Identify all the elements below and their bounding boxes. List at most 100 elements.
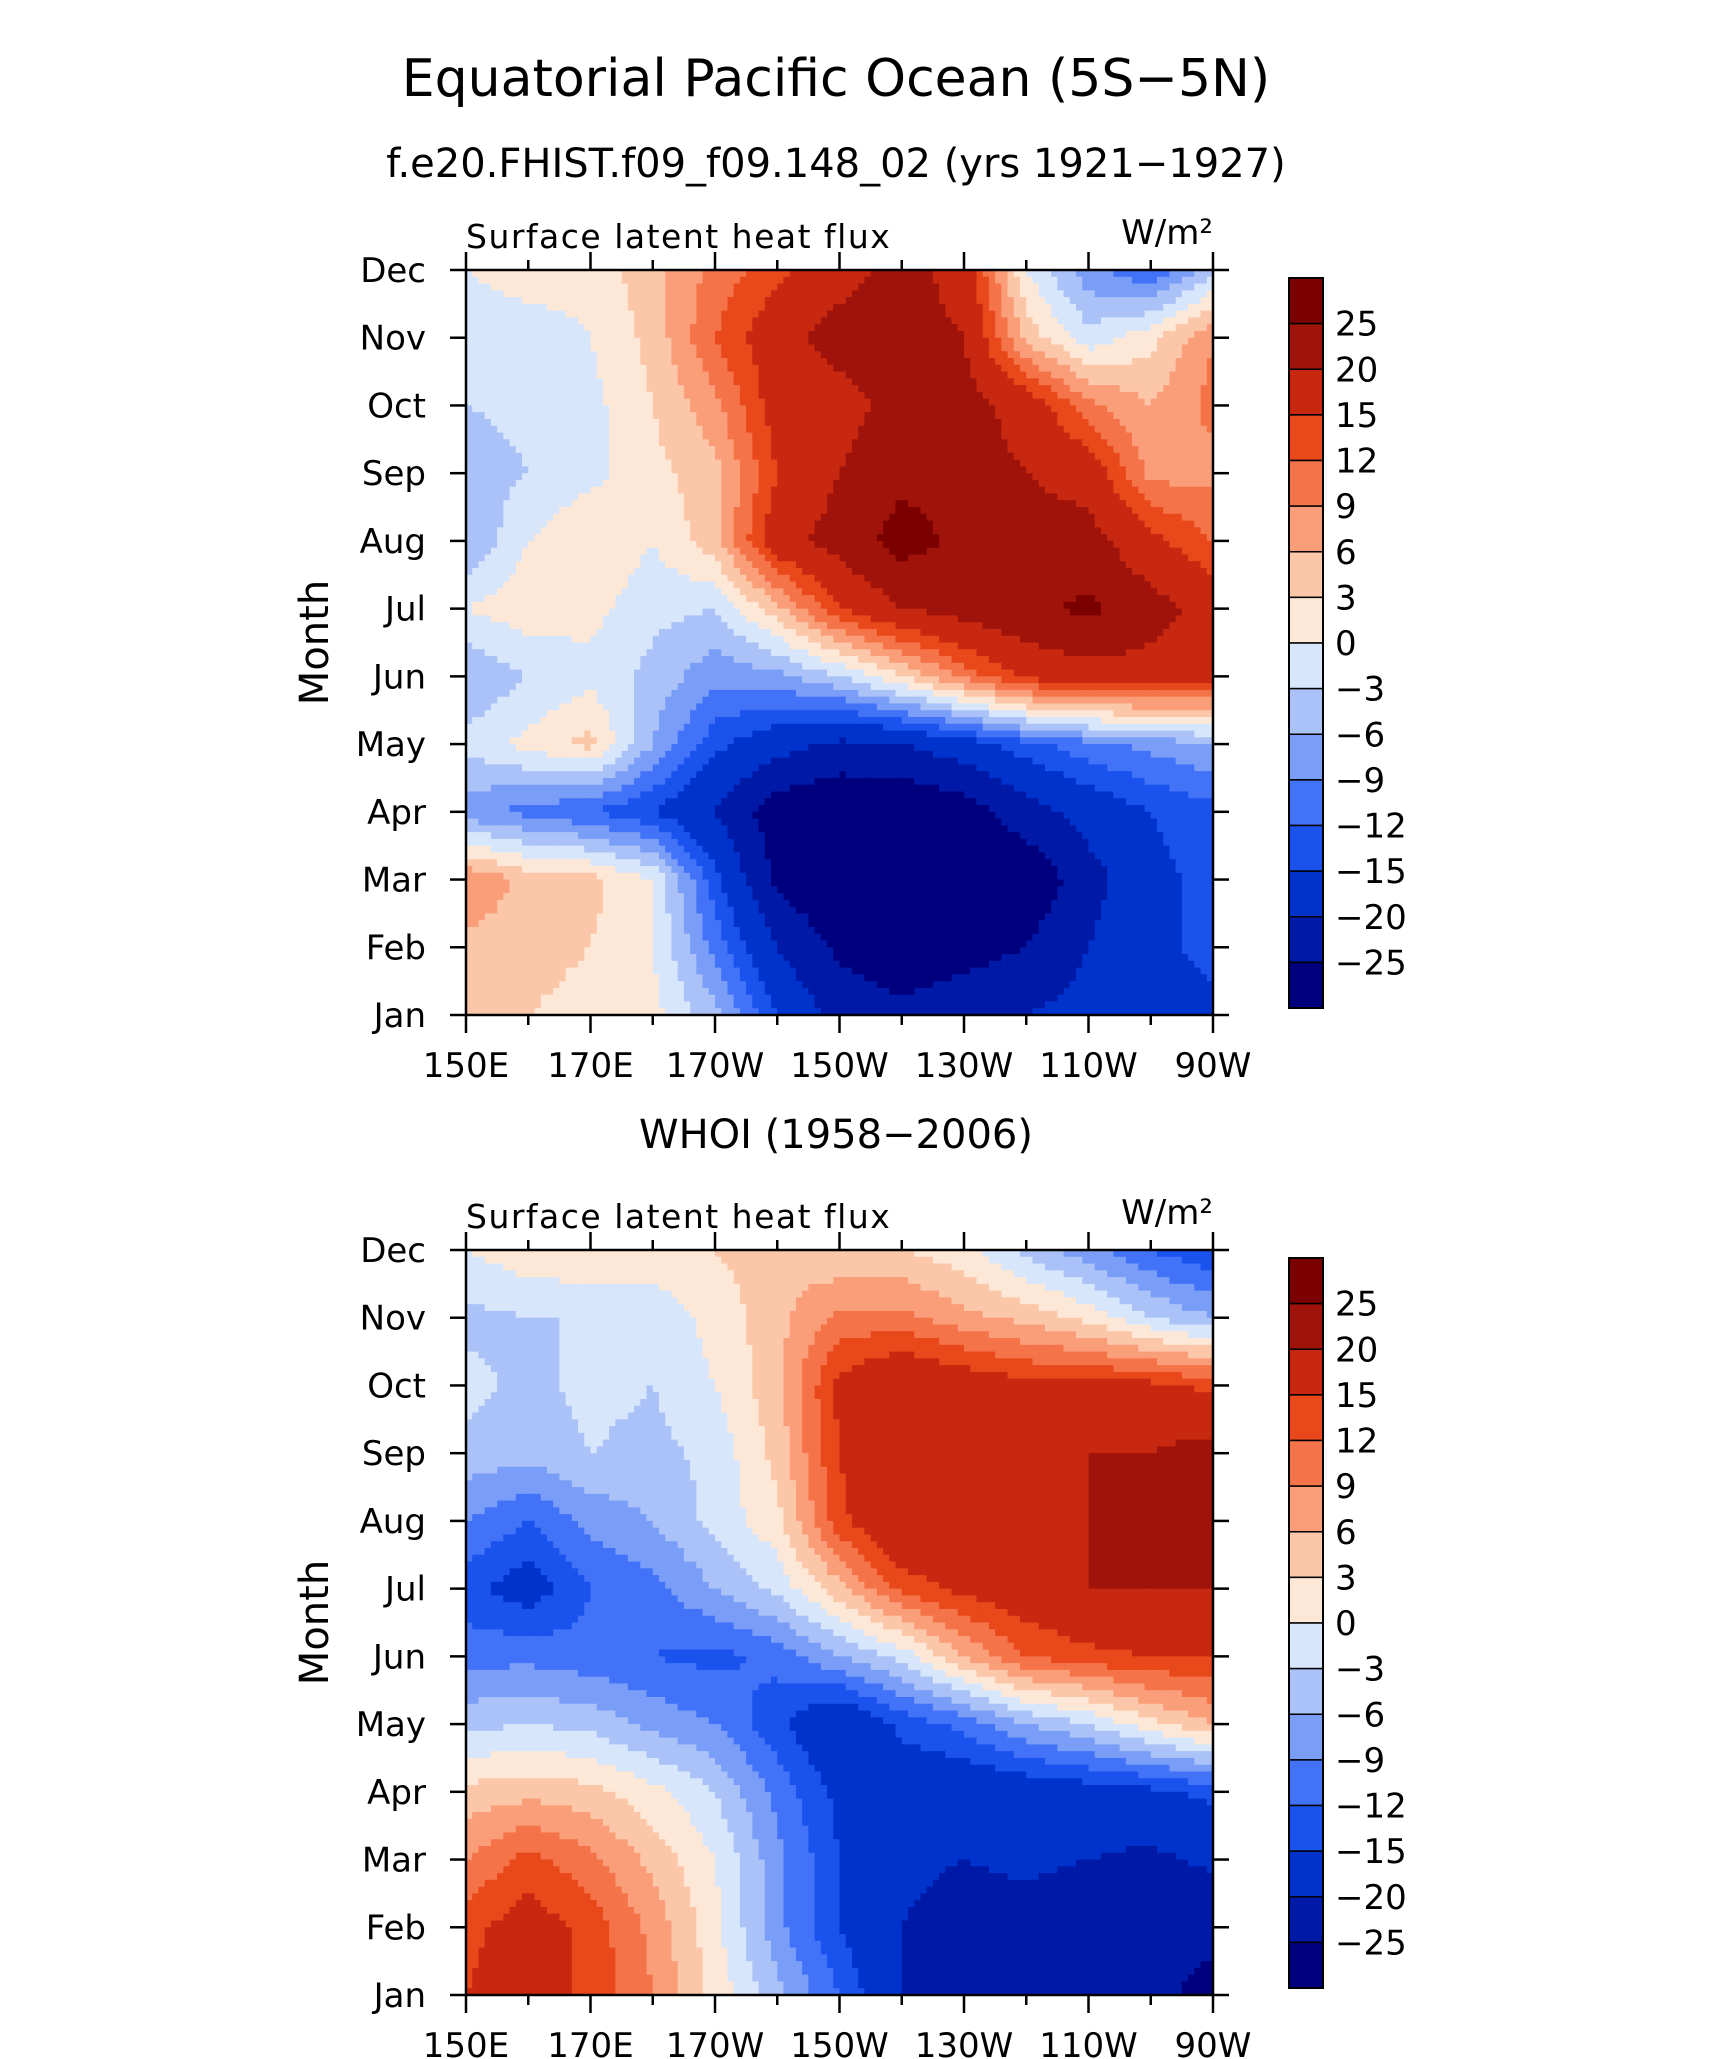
heatmap-cell bbox=[1169, 412, 1177, 420]
heatmap-cell bbox=[708, 310, 716, 319]
heatmap-cell bbox=[1088, 330, 1096, 339]
heatmap-cell bbox=[926, 303, 934, 312]
heatmap-cell bbox=[739, 344, 747, 352]
heatmap-cell bbox=[621, 351, 629, 359]
heatmap-cell bbox=[820, 540, 828, 549]
heatmap-cell bbox=[640, 310, 648, 319]
heatmap-cell bbox=[982, 412, 990, 420]
heatmap-cell bbox=[932, 276, 940, 285]
heatmap-cell bbox=[596, 439, 604, 447]
heatmap-cell bbox=[708, 513, 716, 522]
heatmap-cell bbox=[858, 391, 865, 400]
heatmap-cell bbox=[777, 473, 785, 481]
heatmap-cell bbox=[1001, 479, 1009, 488]
heatmap-cell bbox=[658, 547, 666, 556]
heatmap-cell bbox=[472, 479, 480, 488]
heatmap-cell bbox=[827, 330, 834, 339]
heatmap-cell bbox=[752, 547, 760, 556]
heatmap-cell bbox=[559, 337, 567, 346]
heatmap-cell bbox=[522, 432, 529, 440]
heatmap-cell bbox=[964, 378, 971, 386]
heatmap-cell bbox=[795, 391, 803, 400]
heatmap-cell bbox=[1001, 303, 1009, 312]
heatmap-cell bbox=[1156, 283, 1164, 291]
heatmap-cell bbox=[522, 459, 529, 468]
heatmap-cell bbox=[627, 276, 635, 285]
heatmap-cell bbox=[982, 500, 990, 508]
heatmap-cell bbox=[683, 310, 691, 319]
heatmap-cell bbox=[845, 364, 853, 373]
heatmap-cell bbox=[1020, 513, 1027, 522]
heatmap-cell bbox=[696, 412, 704, 420]
heatmap-cell bbox=[945, 398, 953, 407]
heatmap-cell bbox=[1094, 276, 1102, 285]
heatmap-cell bbox=[708, 507, 716, 515]
heatmap-cell bbox=[584, 303, 592, 312]
heatmap-cell bbox=[540, 540, 548, 549]
heatmap-cell bbox=[845, 276, 853, 285]
heatmap-cell bbox=[1181, 446, 1189, 454]
heatmap-cell bbox=[820, 507, 828, 515]
heatmap-cell bbox=[571, 330, 579, 339]
heatmap-cell bbox=[926, 507, 934, 515]
heatmap-cell bbox=[870, 371, 878, 379]
heatmap-cell bbox=[615, 283, 623, 291]
heatmap-cell bbox=[764, 486, 772, 495]
heatmap-cell bbox=[571, 425, 579, 434]
heatmap-cell bbox=[646, 419, 654, 427]
heatmap-cell bbox=[596, 351, 604, 359]
heatmap-cell bbox=[1138, 290, 1146, 298]
heatmap-cell bbox=[957, 486, 965, 495]
heatmap-cell bbox=[795, 547, 803, 556]
heatmap-cell bbox=[864, 425, 872, 434]
heatmap-cell bbox=[578, 459, 585, 468]
heatmap-cell bbox=[553, 446, 560, 454]
heatmap-cell bbox=[939, 290, 946, 298]
heatmap-cell bbox=[789, 520, 797, 528]
heatmap-cell bbox=[727, 527, 735, 535]
heatmap-cell bbox=[546, 317, 554, 325]
heatmap-cell bbox=[1063, 270, 1071, 278]
heatmap-cell bbox=[1032, 412, 1040, 420]
heatmap-cell bbox=[814, 351, 822, 359]
heatmap-cell bbox=[839, 534, 847, 542]
heatmap-cell bbox=[708, 364, 716, 373]
heatmap-cell bbox=[565, 540, 573, 549]
heatmap-cell bbox=[951, 337, 959, 346]
heatmap-cell bbox=[876, 466, 884, 474]
heatmap-cell bbox=[696, 358, 704, 366]
heatmap-cell bbox=[671, 547, 679, 556]
heatmap-cell bbox=[553, 412, 560, 420]
heatmap-cell bbox=[715, 459, 722, 468]
heatmap-cell bbox=[777, 479, 785, 488]
heatmap-cell bbox=[926, 527, 934, 535]
heatmap-cell bbox=[596, 493, 604, 501]
heatmap-cell bbox=[851, 330, 859, 339]
heatmap-cell bbox=[764, 351, 772, 359]
heatmap-cell bbox=[746, 330, 753, 339]
heatmap-cell bbox=[1013, 398, 1021, 407]
heatmap-cell bbox=[546, 283, 554, 291]
heatmap-cell bbox=[484, 500, 492, 508]
heatmap-cell bbox=[777, 371, 785, 379]
heatmap-cell bbox=[528, 439, 536, 447]
heatmap-cell bbox=[895, 310, 903, 319]
heatmap-cell bbox=[1125, 378, 1133, 386]
heatmap-cell bbox=[1107, 337, 1114, 346]
heatmap-cell bbox=[534, 405, 542, 413]
heatmap-cell bbox=[515, 317, 523, 325]
heatmap-cell bbox=[708, 520, 716, 528]
heatmap-cell bbox=[733, 466, 741, 474]
heatmap-cell bbox=[746, 547, 753, 556]
heatmap-cell bbox=[964, 276, 971, 285]
heatmap-cell bbox=[839, 446, 847, 454]
heatmap-cell bbox=[727, 324, 735, 332]
heatmap-cell bbox=[1163, 324, 1171, 332]
heatmap-cell bbox=[559, 520, 567, 528]
heatmap-cell bbox=[1206, 371, 1213, 379]
heatmap-cell bbox=[683, 534, 691, 542]
heatmap-cell bbox=[932, 317, 940, 325]
heatmap-cell bbox=[1038, 493, 1046, 501]
heatmap-cell bbox=[964, 324, 971, 332]
heatmap-cell bbox=[920, 270, 928, 278]
